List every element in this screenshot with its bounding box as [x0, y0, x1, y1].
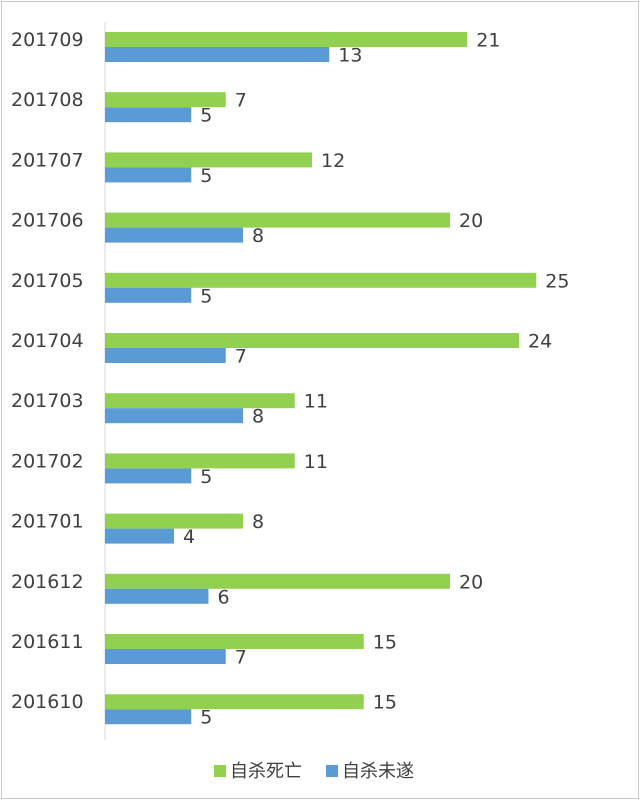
category-label: 201706: [11, 210, 84, 232]
category-label: 201702: [11, 450, 84, 472]
data-label: 12: [321, 150, 345, 172]
data-label: 5: [200, 165, 212, 187]
data-label: 7: [235, 346, 247, 368]
category-label: 201703: [11, 390, 84, 412]
category-label: 201610: [11, 691, 84, 713]
data-label: 24: [528, 331, 552, 353]
bar-death: [105, 333, 519, 348]
legend-label: 自杀未遂: [342, 761, 414, 782]
category-label: 201705: [11, 270, 84, 292]
bar-death: [105, 152, 312, 168]
bar-death: [105, 453, 295, 469]
bar-attempt: [105, 528, 174, 544]
bar-attempt: [105, 649, 226, 664]
category-label: 201704: [11, 330, 84, 352]
bar-attempt: [105, 167, 192, 183]
category-label: 201612: [11, 571, 84, 593]
category-label: 201709: [11, 29, 84, 51]
bar-death: [105, 92, 226, 108]
data-label: 4: [183, 526, 195, 548]
data-label: 11: [304, 391, 328, 413]
data-label: 11: [304, 451, 328, 473]
bar-death: [105, 513, 243, 529]
bar-death: [105, 212, 450, 228]
data-label: 20: [459, 571, 483, 593]
data-label: 8: [252, 511, 264, 533]
bar-death: [105, 573, 450, 589]
bar-attempt: [105, 107, 192, 123]
category-label: 201611: [11, 631, 84, 653]
bar-death: [105, 272, 537, 288]
bar-attempt: [105, 227, 243, 243]
bar-attempt: [105, 408, 243, 424]
data-label: 15: [373, 632, 397, 654]
category-label: 201708: [11, 89, 84, 111]
data-label: 21: [476, 30, 500, 52]
data-label: 7: [235, 647, 247, 669]
category-label: 201707: [11, 149, 84, 171]
legend-label: 自杀死亡: [230, 761, 302, 782]
legend-swatch: [214, 765, 226, 777]
bar-attempt: [105, 287, 192, 303]
data-label: 5: [200, 707, 212, 729]
bar-death: [105, 634, 364, 649]
bar-attempt: [105, 47, 330, 62]
bar-attempt: [105, 588, 209, 604]
legend-swatch: [326, 765, 338, 777]
category-label: 201701: [11, 511, 84, 533]
data-label: 25: [545, 270, 569, 292]
data-label: 5: [200, 285, 212, 307]
bar-death: [105, 393, 295, 409]
bar-attempt: [105, 348, 226, 363]
data-label: 7: [235, 90, 247, 112]
data-label: 20: [459, 210, 483, 232]
bar-attempt: [105, 468, 192, 484]
bar-death: [105, 694, 364, 710]
data-label: 6: [218, 586, 230, 608]
data-label: 15: [373, 692, 397, 714]
bar-death: [105, 32, 468, 47]
bar-attempt: [105, 709, 192, 725]
data-label: 5: [200, 105, 212, 127]
data-label: 8: [252, 225, 264, 247]
data-label: 8: [252, 406, 264, 428]
data-label: 5: [200, 466, 212, 488]
data-label: 13: [338, 45, 362, 67]
